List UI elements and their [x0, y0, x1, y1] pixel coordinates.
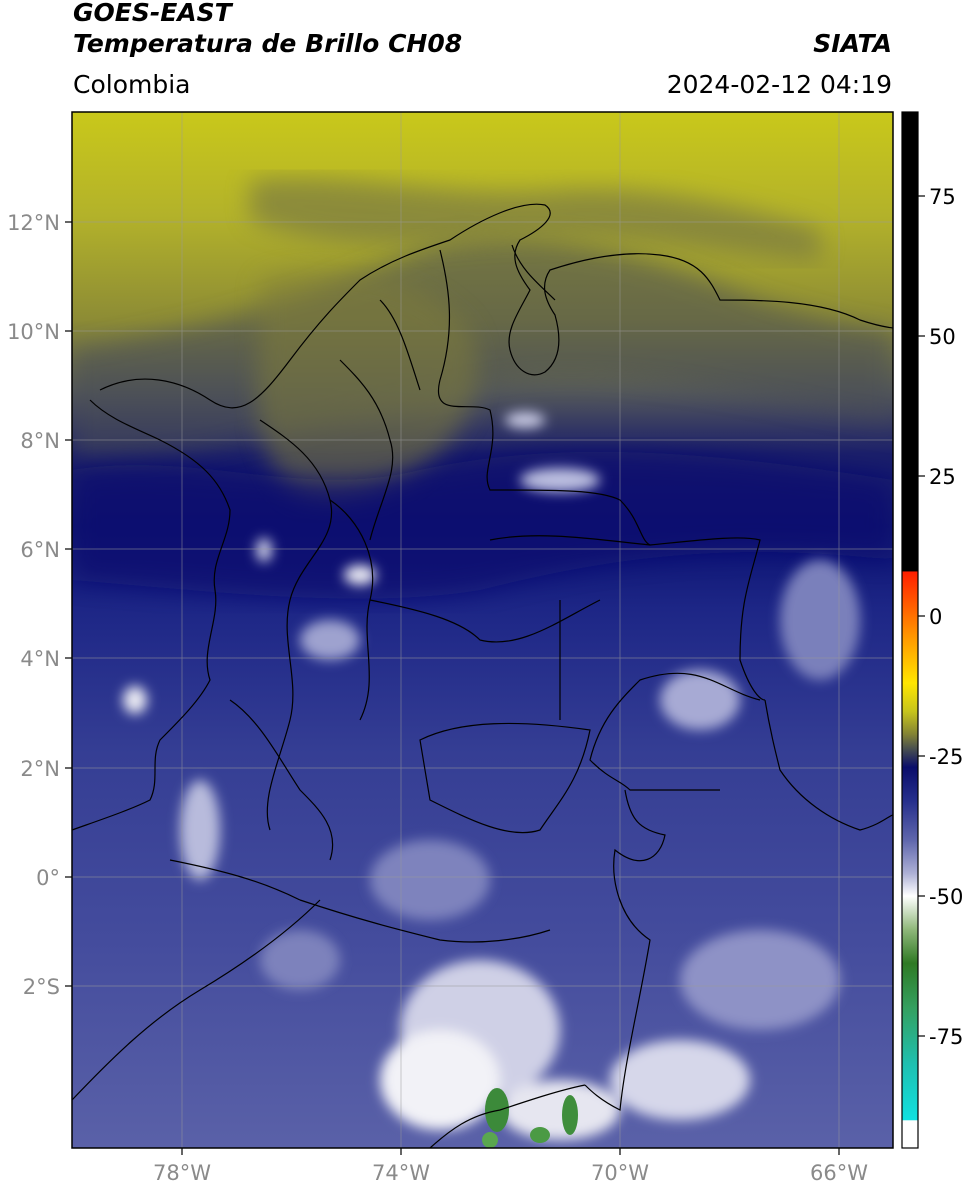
colorbar-tick-label: -25	[929, 745, 963, 769]
graticule	[72, 112, 893, 1148]
lat-tick-label: 2°S	[23, 975, 60, 999]
lon-tick-label: 70°W	[591, 1161, 649, 1185]
lon-tick-label: 78°W	[153, 1161, 211, 1185]
lat-tick-label: 8°N	[20, 429, 60, 453]
region-label: Colombia	[73, 70, 191, 99]
lat-tick-label: 0°	[36, 866, 60, 890]
lat-tick-label: 10°N	[7, 320, 60, 344]
colorbar-tick-label: 25	[929, 465, 956, 489]
political-borders	[72, 203, 893, 1148]
colorbar-tick-label: -75	[929, 1025, 963, 1049]
lon-tick-label: 74°W	[372, 1161, 430, 1185]
timestamp-label: 2024-02-12 04:19	[666, 70, 892, 99]
colorbar: 75 50 25 0 -25 -50 -75	[901, 111, 963, 1149]
satellite-title: GOES-EAST	[73, 0, 232, 27]
map-frame	[71, 111, 894, 1149]
lat-tick-label: 12°N	[7, 211, 60, 235]
colorbar-tick-label: 50	[929, 325, 956, 349]
satellite-image-layer	[72, 112, 893, 1148]
lon-tick-label: 66°W	[810, 1161, 868, 1185]
lat-tick-label: 4°N	[20, 647, 60, 671]
cloud-patches	[123, 412, 860, 1140]
agency-label: SIATA	[813, 29, 892, 58]
lat-tick-label: 2°N	[20, 757, 60, 781]
colorbar-tick-label: 0	[929, 605, 942, 629]
colorbar-tick-label: -50	[929, 885, 963, 909]
product-title: Temperatura de Brillo CH08	[73, 29, 463, 58]
colorbar-tick-label: 75	[929, 185, 956, 209]
lat-tick-label: 6°N	[20, 538, 60, 562]
